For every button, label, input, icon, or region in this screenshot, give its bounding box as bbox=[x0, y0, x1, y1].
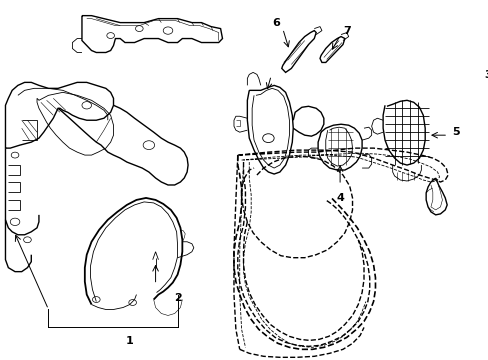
Text: 3: 3 bbox=[484, 71, 488, 80]
Text: 6: 6 bbox=[271, 18, 280, 28]
Text: 4: 4 bbox=[335, 193, 344, 203]
Text: 1: 1 bbox=[125, 336, 133, 346]
Text: 5: 5 bbox=[451, 127, 459, 137]
Text: 2: 2 bbox=[173, 293, 181, 302]
Text: 7: 7 bbox=[342, 26, 350, 36]
